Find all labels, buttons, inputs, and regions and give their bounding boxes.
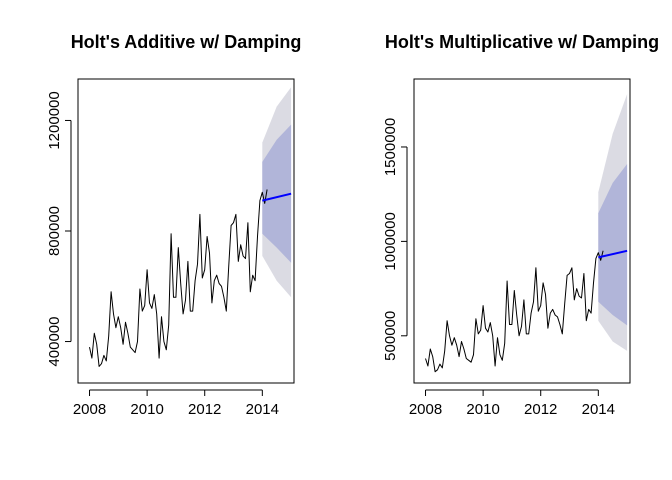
x-tick-label: 2010	[130, 401, 163, 418]
y-tick-label: 400000	[46, 317, 63, 367]
panel-multiplicative: Holt's Multiplicative w/ Damping 2008 201…	[382, 32, 659, 418]
x-tick-label: 2008	[409, 401, 442, 418]
y-tick-label: 1000000	[382, 212, 399, 270]
y-tick-label: 1200000	[46, 91, 63, 149]
x-tick-label: 2012	[524, 401, 557, 418]
interval-band-80pct	[598, 164, 628, 326]
chart-title: Holt's Additive w/ Damping	[71, 32, 302, 52]
x-tick-label: 2008	[73, 401, 106, 418]
observed-series-line	[89, 189, 268, 367]
forecast-line	[262, 192, 292, 202]
observed-series-line	[425, 250, 604, 373]
panel-additive: Holt's Additive w/ Damping 2008 2010 2012 2…	[46, 32, 301, 418]
plot-frame	[77, 78, 295, 384]
plot-area-multiplicative: 2008 2010 2012 2014 500000 1000000 1500000	[382, 78, 631, 418]
x-tick-label: 2010	[466, 401, 499, 418]
interval-band-80pct	[262, 124, 292, 263]
y-tick-label: 500000	[382, 311, 399, 361]
y-tick-label: 800000	[46, 206, 63, 256]
plot-area-additive: 2008 2010 2012 2014 400000 800000 1200000	[46, 78, 295, 418]
forecast-line	[598, 249, 628, 259]
chart-title: Holt's Multiplicative w/ Damping	[385, 32, 659, 52]
x-tick-label: 2014	[582, 401, 615, 418]
plot-frame	[413, 78, 631, 384]
x-tick-label: 2014	[246, 401, 279, 418]
y-tick-label: 1500000	[382, 118, 399, 176]
x-tick-label: 2012	[188, 401, 221, 418]
